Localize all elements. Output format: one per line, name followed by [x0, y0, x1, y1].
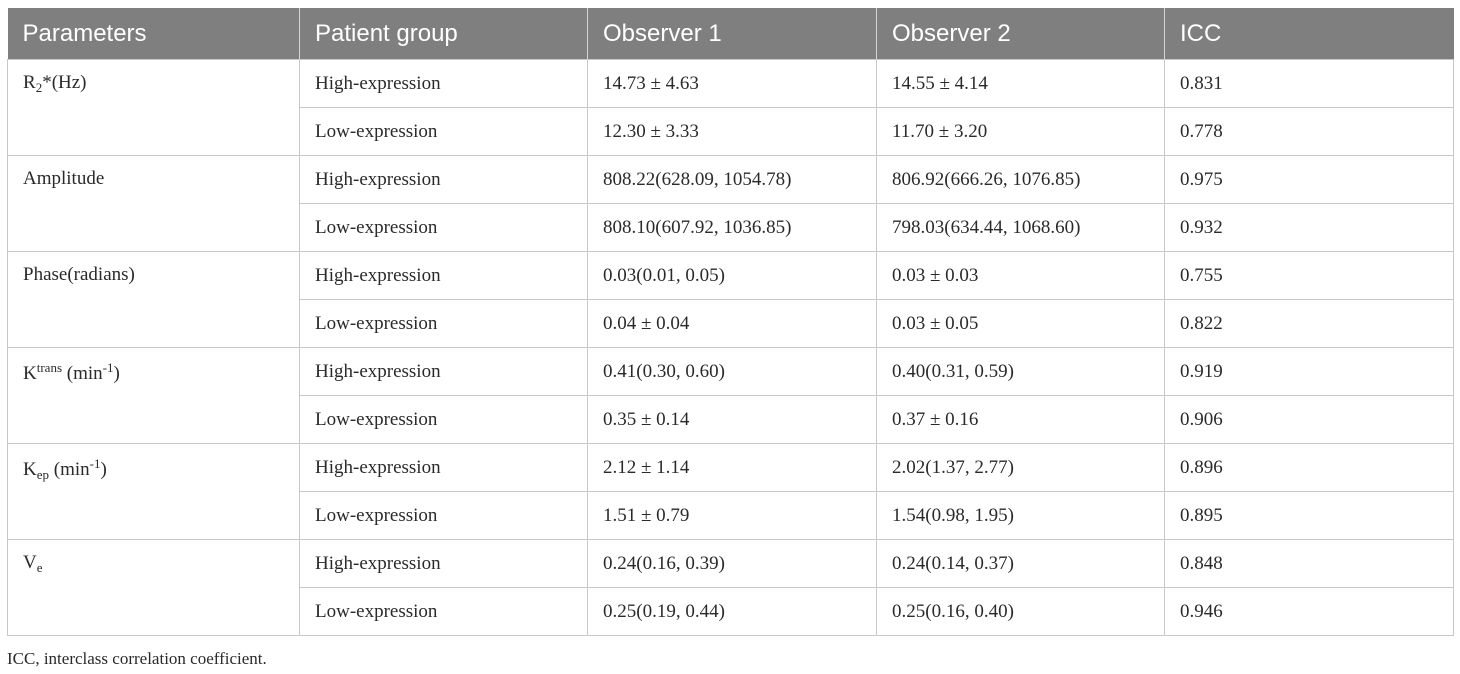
patient-group-cell: High-expression — [299, 251, 588, 300]
header-parameters: Parameters — [7, 8, 300, 60]
observer-1-cell: 0.24(0.16, 0.39) — [587, 539, 877, 588]
icc-cell: 0.822 — [1164, 299, 1454, 348]
table-row: R2*(Hz) High-expression 14.73 ± 4.63 14.55 … — [7, 59, 1454, 156]
parameter-sup2: -1 — [89, 456, 101, 471]
parameter-base: R — [23, 72, 36, 93]
patient-group-cell: Low-expression — [299, 395, 588, 444]
parameter-suffix: (min — [62, 363, 103, 384]
table-footnote: ICC, interclass correlation coefficient. — [7, 649, 267, 668]
icc-cell: 0.755 — [1164, 251, 1454, 300]
table-row: Kep (min-1) High-expression 2.12 ± 1.14 2.0… — [7, 443, 1454, 540]
table-row: Low-expression 12.30 ± 3.33 11.70 ± 3.20 0.… — [8, 107, 1454, 156]
header-icc: ICC — [1164, 8, 1454, 60]
observer-1-cell: 14.73 ± 4.63 — [587, 59, 877, 108]
parameter-suffix: (min — [49, 459, 90, 480]
parameter-sub: e — [36, 560, 43, 575]
table-row: Amplitude High-expression 808.22(628.09, 1… — [7, 155, 1454, 252]
observer-2-cell: 798.03(634.44, 1068.60) — [876, 203, 1165, 252]
patient-group-cell: Low-expression — [299, 587, 588, 636]
table-row: Ktrans (min-1) High-expression 0.41(0.30, … — [7, 347, 1454, 444]
parameter-sup2: -1 — [102, 360, 114, 375]
parameter-cell: Ktrans (min-1) — [7, 347, 300, 444]
patient-group-cell: High-expression — [299, 539, 588, 588]
observer-2-cell: 0.24(0.14, 0.37) — [876, 539, 1165, 588]
parameter-sup: trans — [36, 360, 63, 375]
observer-1-cell: 0.25(0.19, 0.44) — [587, 587, 877, 636]
patient-group-cell: High-expression — [299, 443, 588, 492]
observer-1-cell: 0.41(0.30, 0.60) — [587, 347, 877, 396]
parameter-base: K — [23, 363, 37, 384]
header-patient-group: Patient group — [299, 8, 588, 60]
table-row: Low-expression 0.04 ± 0.04 0.03 ± 0.05 0.82… — [8, 299, 1454, 348]
patient-group-cell: High-expression — [299, 59, 588, 108]
icc-cell: 0.906 — [1164, 395, 1454, 444]
parameter-suffix2: ) — [100, 459, 107, 480]
table-row: Low-expression 0.25(0.19, 0.44) 0.25(0.16,… — [8, 587, 1454, 636]
table-row: Low-expression 808.10(607.92, 1036.85) 798… — [8, 203, 1454, 252]
parameter-cell: Ve — [7, 539, 300, 636]
parameter-cell: Amplitude — [7, 155, 300, 252]
observer-2-cell: 0.25(0.16, 0.40) — [876, 587, 1165, 636]
icc-cell: 0.778 — [1164, 107, 1454, 156]
icc-cell: 0.848 — [1164, 539, 1454, 588]
parameter-cell: R2*(Hz) — [7, 59, 300, 156]
observer-2-cell: 1.54(0.98, 1.95) — [876, 491, 1165, 540]
parameter-cell: Kep (min-1) — [7, 443, 300, 540]
patient-group-cell: Low-expression — [299, 203, 588, 252]
table-row: Phase(radians) High-expression 0.03(0.01, … — [7, 251, 1454, 348]
observer-1-cell: 0.03(0.01, 0.05) — [587, 251, 877, 300]
observer-2-cell: 0.37 ± 0.16 — [876, 395, 1165, 444]
table-row: Low-expression 0.35 ± 0.14 0.37 ± 0.16 0.90… — [8, 395, 1454, 444]
header-row: Parameters Patient group Observer 1 Obse… — [7, 8, 1454, 60]
parameter-base: K — [23, 459, 37, 480]
patient-group-cell: High-expression — [299, 347, 588, 396]
observer-1-cell: 1.51 ± 0.79 — [587, 491, 877, 540]
header-observer-1: Observer 1 — [587, 8, 877, 60]
observer-1-cell: 0.35 ± 0.14 — [587, 395, 877, 444]
patient-group-cell: Low-expression — [299, 299, 588, 348]
observer-1-cell: 2.12 ± 1.14 — [587, 443, 877, 492]
observer-2-cell: 0.40(0.31, 0.59) — [876, 347, 1165, 396]
observer-2-cell: 0.03 ± 0.03 — [876, 251, 1165, 300]
data-table: Parameters Patient group Observer 1 Obse… — [7, 8, 1454, 636]
observer-2-cell: 14.55 ± 4.14 — [876, 59, 1165, 108]
observer-2-cell: 806.92(666.26, 1076.85) — [876, 155, 1165, 204]
icc-cell: 0.831 — [1164, 59, 1454, 108]
icc-cell: 0.895 — [1164, 491, 1454, 540]
icc-cell: 0.919 — [1164, 347, 1454, 396]
observer-1-cell: 808.10(607.92, 1036.85) — [587, 203, 877, 252]
parameter-cell: Phase(radians) — [7, 251, 300, 348]
icc-cell: 0.975 — [1164, 155, 1454, 204]
table-row: Ve High-expression 0.24(0.16, 0.39) 0.24(0.… — [7, 539, 1454, 636]
observer-2-cell: 0.03 ± 0.05 — [876, 299, 1165, 348]
observer-1-cell: 12.30 ± 3.33 — [587, 107, 877, 156]
parameter-sub: ep — [36, 467, 50, 482]
icc-cell: 0.896 — [1164, 443, 1454, 492]
parameter-suffix2: ) — [113, 363, 120, 384]
icc-cell: 0.946 — [1164, 587, 1454, 636]
parameter-base: Amplitude — [23, 168, 105, 189]
parameter-base: Phase(radians) — [23, 264, 135, 285]
observer-1-cell: 0.04 ± 0.04 — [587, 299, 877, 348]
patient-group-cell: Low-expression — [299, 107, 588, 156]
parameter-suffix: *(Hz) — [42, 72, 87, 93]
parameter-sub: 2 — [35, 80, 43, 95]
patient-group-cell: High-expression — [299, 155, 588, 204]
parameter-base: V — [23, 552, 37, 573]
observer-2-cell: 11.70 ± 3.20 — [876, 107, 1165, 156]
header-observer-2: Observer 2 — [876, 8, 1165, 60]
observer-1-cell: 808.22(628.09, 1054.78) — [587, 155, 877, 204]
icc-cell: 0.932 — [1164, 203, 1454, 252]
observer-2-cell: 2.02(1.37, 2.77) — [876, 443, 1165, 492]
patient-group-cell: Low-expression — [299, 491, 588, 540]
